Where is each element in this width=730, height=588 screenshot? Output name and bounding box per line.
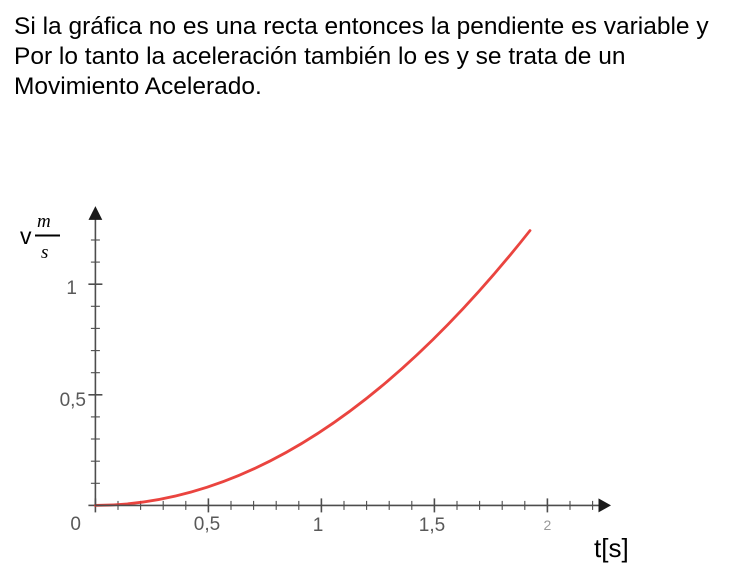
svg-text:2: 2 bbox=[544, 517, 552, 533]
svg-text:t[s]: t[s] bbox=[594, 533, 629, 563]
svg-text:0,5: 0,5 bbox=[194, 514, 220, 535]
svg-text:0: 0 bbox=[70, 514, 81, 535]
svg-text:1,5: 1,5 bbox=[419, 515, 445, 536]
svg-text:v: v bbox=[20, 223, 32, 249]
svg-text:s: s bbox=[41, 242, 48, 263]
svg-text:0,5: 0,5 bbox=[60, 390, 86, 411]
svg-text:1: 1 bbox=[66, 278, 77, 299]
svg-text:m: m bbox=[37, 211, 51, 232]
svg-text:1: 1 bbox=[313, 515, 324, 536]
